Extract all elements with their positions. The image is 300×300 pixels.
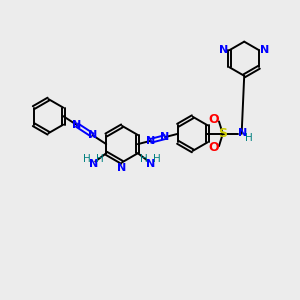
Text: O: O: [208, 113, 219, 127]
Text: H: H: [153, 154, 160, 164]
Text: N: N: [89, 159, 98, 170]
Text: N: N: [146, 136, 155, 146]
Text: S: S: [218, 127, 227, 140]
Text: O: O: [208, 141, 219, 154]
Text: N: N: [160, 132, 170, 142]
Text: N: N: [219, 45, 228, 55]
Text: N: N: [260, 45, 270, 55]
Text: H: H: [83, 154, 91, 164]
Text: H: H: [244, 133, 252, 143]
Text: N: N: [117, 163, 127, 173]
Text: H: H: [97, 154, 104, 164]
Text: N: N: [238, 128, 248, 138]
Text: H: H: [140, 154, 148, 164]
Text: N: N: [88, 130, 97, 140]
Text: N: N: [146, 159, 155, 170]
Text: N: N: [72, 120, 82, 130]
